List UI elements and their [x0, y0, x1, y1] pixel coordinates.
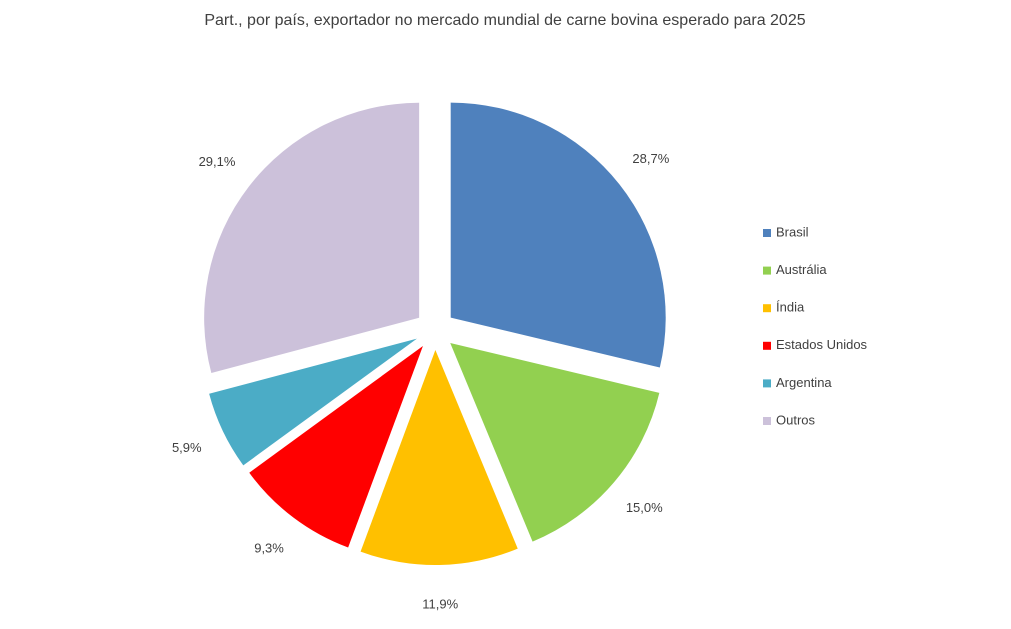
- pie-slice: [209, 338, 417, 466]
- legend-swatch: [763, 229, 771, 237]
- data-label: 11,9%: [422, 596, 458, 611]
- legend-label: Outros: [776, 412, 816, 427]
- pie-slice: [450, 342, 660, 542]
- data-label: 5,9%: [172, 440, 202, 455]
- legend-label: Índia: [776, 300, 805, 315]
- data-label: 15,0%: [626, 500, 663, 515]
- legend-swatch: [763, 341, 771, 350]
- legend-label: Brasil: [776, 224, 809, 239]
- pie-slice: [360, 349, 518, 565]
- legend-label: Austrália: [776, 262, 827, 277]
- pie-slice: [450, 102, 666, 368]
- chart-title: Part., por país, exportador no mercado m…: [204, 12, 805, 29]
- pie-slice: [204, 102, 420, 373]
- legend-label: Argentina: [776, 375, 832, 390]
- data-label: 28,7%: [632, 151, 669, 166]
- pie-slice: [249, 345, 423, 548]
- legend-swatch: [763, 379, 771, 388]
- legend-label: Estados Unidos: [776, 337, 868, 352]
- legend-swatch: [763, 266, 771, 275]
- data-label: 29,1%: [199, 154, 236, 169]
- data-label: 9,3%: [254, 541, 284, 556]
- legend-swatch: [763, 304, 771, 313]
- legend-swatch: [763, 417, 771, 425]
